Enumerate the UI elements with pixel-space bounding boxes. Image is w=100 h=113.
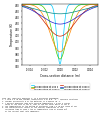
Temperature at 500 s — [84, 5, 85, 6]
Temperature at 500 s — [58, 58, 59, 59]
Temperature at 4000 s — [84, 9, 85, 11]
Y-axis label: Temperature (K): Temperature (K) — [10, 23, 14, 47]
X-axis label: Cross-section distance (m): Cross-section distance (m) — [40, 73, 80, 77]
Temperature at 2000 s — [21, 5, 23, 7]
Temperature at 500 s — [59, 59, 60, 60]
Line: Temperature at 4000 s: Temperature at 4000 s — [22, 7, 98, 15]
Temperature at 3000 s — [67, 23, 68, 24]
Temperature at 500 s — [57, 57, 59, 58]
Temperature at 100 s — [21, 4, 23, 6]
Temperature at 3000 s — [59, 24, 60, 26]
Legend: Temperature at 100 s, Temperature at 500 s, Temperature at 1000 s, Temperature a: Temperature at 100 s, Temperature at 500… — [30, 84, 90, 90]
Temperature at 1000 s — [84, 7, 85, 8]
Temperature at 500 s — [63, 53, 64, 54]
Temperature at 4000 s — [67, 13, 68, 15]
Temperature at 1000 s — [97, 5, 99, 6]
Temperature at 4000 s — [57, 14, 59, 15]
Temperature at 100 s — [59, 64, 60, 65]
Line: Temperature at 500 s: Temperature at 500 s — [22, 5, 98, 60]
Temperature at 2000 s — [59, 36, 60, 38]
Line: Temperature at 2000 s: Temperature at 2000 s — [22, 6, 98, 37]
Temperature at 2000 s — [67, 32, 68, 34]
Temperature at 4000 s — [58, 14, 59, 15]
Temperature at 1000 s — [63, 49, 64, 51]
Temperature at 1000 s — [57, 51, 59, 52]
Temperature at 4000 s — [21, 6, 23, 8]
Temperature at 100 s — [57, 53, 59, 54]
Temperature at 1000 s — [96, 5, 97, 6]
Temperature at 100 s — [63, 38, 64, 39]
Temperature at 2000 s — [63, 35, 64, 37]
Line: Temperature at 3000 s: Temperature at 3000 s — [22, 7, 98, 25]
Temperature at 1000 s — [58, 51, 59, 53]
Temperature at 2000 s — [57, 36, 59, 37]
Temperature at 3000 s — [96, 7, 97, 8]
Temperature at 100 s — [67, 8, 68, 9]
Temperature at 500 s — [96, 4, 97, 6]
Line: Temperature at 100 s: Temperature at 100 s — [22, 5, 98, 64]
Temperature at 500 s — [67, 35, 68, 36]
Temperature at 4000 s — [63, 14, 64, 15]
Temperature at 3000 s — [58, 24, 59, 25]
Temperature at 2000 s — [96, 6, 97, 7]
Temperature at 4000 s — [97, 6, 99, 8]
Temperature at 4000 s — [59, 14, 60, 15]
Temperature at 3000 s — [21, 7, 23, 8]
Temperature at 500 s — [97, 4, 99, 6]
Temperature at 1000 s — [21, 5, 23, 6]
Temperature at 3000 s — [63, 24, 64, 25]
Temperature at 100 s — [96, 4, 97, 6]
Temperature at 500 s — [21, 4, 23, 6]
Temperature at 100 s — [97, 4, 99, 6]
Text: Find (BF) capillary Robinson S, in K diffusion phenomena:
1. A cold 2.5 cm and t: Find (BF) capillary Robinson S, in K dif… — [2, 97, 78, 111]
Temperature at 2000 s — [58, 36, 59, 37]
Temperature at 100 s — [84, 4, 85, 6]
Temperature at 2000 s — [97, 5, 99, 7]
Temperature at 4000 s — [96, 7, 97, 8]
Temperature at 3000 s — [57, 24, 59, 25]
Temperature at 1000 s — [67, 40, 68, 42]
Temperature at 3000 s — [97, 7, 99, 8]
Temperature at 100 s — [58, 57, 59, 59]
Line: Temperature at 1000 s: Temperature at 1000 s — [22, 5, 98, 52]
Temperature at 2000 s — [84, 12, 85, 13]
Temperature at 1000 s — [59, 52, 60, 53]
Temperature at 3000 s — [84, 12, 85, 14]
